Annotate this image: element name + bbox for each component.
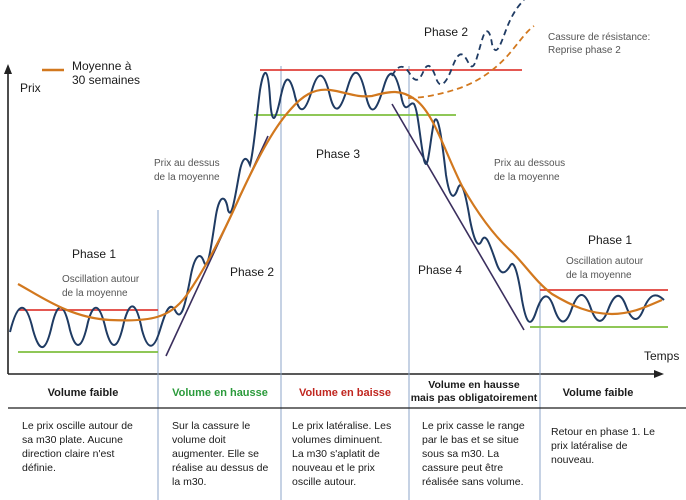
phase4-label: Phase 4	[418, 263, 462, 277]
phase1-right-label: Phase 1	[588, 233, 632, 247]
y-axis-label: Prix	[20, 81, 41, 95]
trendline-down	[391, 103, 525, 331]
volume-phase2: Volume en hausse	[172, 387, 268, 399]
annotation-below-2: de la moyenne	[494, 172, 560, 183]
phase1-left-label: Phase 1	[72, 247, 116, 261]
volume-phase4-line1: Volume en hausse	[428, 379, 520, 391]
description-phase3: Le prix latéralise. Les volumes diminuen…	[292, 420, 392, 488]
volume-phase1-left: Volume faible	[48, 387, 119, 399]
annotation-above-2: de la moyenne	[154, 172, 220, 183]
annotation-breakout-2: Reprise phase 2	[548, 45, 621, 56]
annotation-below-1: Prix au dessous	[494, 158, 565, 169]
volume-phase3: Volume en baisse	[299, 387, 391, 399]
description-phase1-left: Le prix oscille autour de sa m30 plate. …	[22, 420, 133, 474]
price-line	[9, 71, 665, 348]
annotation-oscillation-left-2: de la moyenne	[62, 288, 128, 299]
breakout-price-dashed	[391, 0, 525, 86]
volume-phase1-right: Volume faible	[563, 387, 634, 399]
volume-phase4-line2: mais pas obligatoirement	[411, 392, 538, 404]
legend-label-line1: Moyenne à	[72, 59, 132, 73]
annotation-above-1: Prix au dessus	[154, 158, 220, 169]
description-phase2: Sur la cassure le volume doit augmenter.…	[172, 420, 269, 488]
description-phase1-right: Retour en phase 1. Le prix latéralise de…	[551, 426, 655, 466]
legend-label-line2: 30 semaines	[72, 73, 140, 87]
annotation-breakout-1: Cassure de résistance:	[548, 32, 650, 43]
moving-average-line	[17, 88, 663, 322]
description-phase4: Le prix casse le range par le bas et se …	[422, 420, 525, 488]
x-axis-arrow-icon	[654, 370, 664, 378]
x-axis-label: Temps	[644, 349, 679, 363]
phase3-label: Phase 3	[316, 147, 360, 161]
annotation-oscillation-right-1: Oscillation autour	[566, 256, 644, 267]
annotation-oscillation-left-1: Oscillation autour	[62, 274, 140, 285]
annotation-oscillation-right-2: de la moyenne	[566, 270, 632, 281]
phase2-label: Phase 2	[230, 265, 274, 279]
y-axis-arrow-icon	[4, 64, 12, 74]
phase2-top-label: Phase 2	[424, 25, 468, 39]
